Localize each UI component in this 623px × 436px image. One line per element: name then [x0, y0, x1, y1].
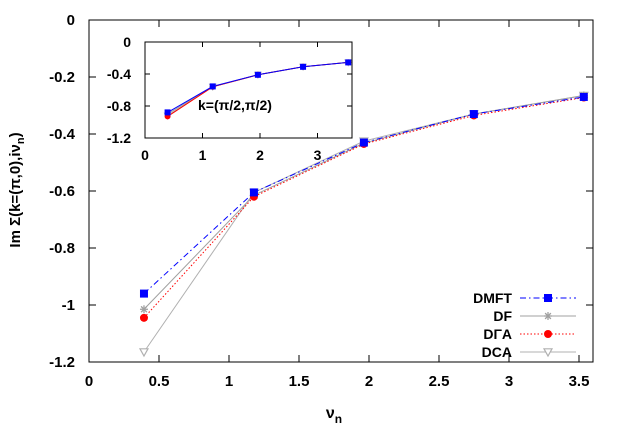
y-axis-label-main: Im Σ(k=(π,0),iν [7, 144, 24, 247]
main-plot: 0 0.5 1 1.5 2 2.5 3 3.5-1.2-1-0.8-0.6-0.4-0.20 … [7, 12, 594, 426]
main-ticks [88, 19, 593, 363]
inset-plot-frame [144, 41, 353, 139]
y-tick-label: -0.2 [49, 69, 75, 86]
series-line-DΓA [143, 97, 584, 319]
x-tick-label: 3 [505, 373, 513, 390]
x-tick-label: 0.5 [149, 373, 170, 390]
y-tick-label: -1.2 [49, 354, 75, 371]
y-tick-label: -0.4 [107, 66, 131, 82]
y-tick-label: 0 [123, 34, 131, 50]
x-axis-label: νn [326, 405, 342, 426]
data-point [254, 71, 261, 78]
y-tick-label: -0.4 [49, 126, 76, 143]
data-point [249, 188, 258, 197]
x-tick-label: 2.5 [429, 373, 450, 390]
y-tick-label: -0.8 [107, 98, 131, 114]
y-axis-label-sub: n [15, 137, 27, 144]
inset-tick-labels: 0 1 2 3 -1.2 -0.8 -0.4 0 [107, 34, 322, 163]
legend: DMFT DF DΓA DCA [473, 290, 576, 360]
y-axis-label: Im Σ(k=(π,0),iνn) [7, 132, 27, 247]
legend-marker-DMFT [544, 294, 552, 302]
x-tick-label: 1.5 [289, 373, 310, 390]
main-tick-labels: 0 0.5 1 1.5 2 2.5 3 3.5 -1.2 -1 -0.8 -0.6 -0.4 -0.2 0 [49, 12, 589, 390]
data-point [139, 313, 148, 322]
y-axis-label-end: ) [7, 132, 24, 137]
legend-label-DCA: DCA [482, 344, 512, 360]
y-tick-label: -0.6 [49, 183, 75, 200]
inset-annotation: k=(π/2,π/2) [198, 97, 272, 113]
data-point [164, 109, 171, 116]
data-point [138, 348, 149, 358]
y-tick-label: 0 [67, 12, 75, 29]
inset-background [145, 42, 352, 138]
data-point [345, 59, 352, 66]
main-plot-frame [88, 19, 594, 363]
x-tick-label: 3.5 [569, 373, 590, 390]
x-axis-label-main: ν [326, 405, 335, 422]
legend-label-DΓA: DΓA [483, 326, 512, 342]
data-point [579, 92, 588, 101]
y-tick-label: -0.8 [49, 240, 75, 257]
x-tick-label: 1 [225, 373, 233, 390]
data-point [469, 110, 478, 119]
x-tick-label: 2 [256, 147, 264, 163]
legend-marker-DΓA [544, 330, 552, 338]
inset-plot: 0 1 2 3 -1.2 -0.8 -0.4 0 k=(π/2,π/2) [107, 34, 353, 163]
x-tick-label: 2 [365, 373, 373, 390]
data-point [359, 138, 368, 147]
x-tick-label: 0 [85, 373, 93, 390]
legend-marker-DF [544, 312, 552, 320]
legend-marker-DCA [542, 348, 554, 358]
x-tick-label: 0 [141, 147, 149, 163]
y-tick-label: -1 [62, 297, 75, 314]
legend-label-DMFT: DMFT [473, 290, 512, 306]
y-tick-label: -1.2 [107, 130, 131, 146]
data-point [139, 305, 148, 314]
data-point [300, 63, 307, 70]
x-tick-label: 3 [314, 147, 322, 163]
x-axis-label-sub: n [335, 412, 342, 426]
data-point [209, 83, 216, 90]
data-point [139, 289, 148, 298]
legend-label-DF: DF [493, 308, 512, 324]
main-series [138, 91, 589, 358]
x-tick-label: 1 [199, 147, 207, 163]
inset-series [163, 59, 353, 120]
